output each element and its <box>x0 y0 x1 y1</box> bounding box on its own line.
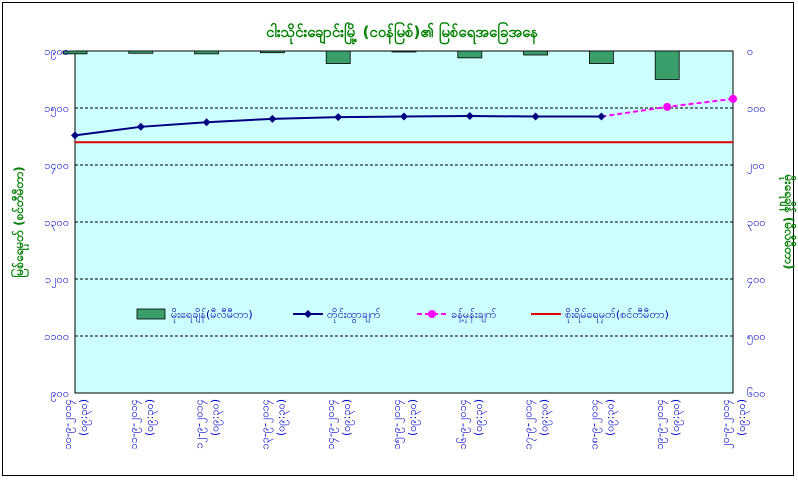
x-tick-date: ၁၆-၉-၂၀၁၄ <box>456 399 471 449</box>
x-tick-time: (၀၉:၃၀) <box>77 399 92 436</box>
legend-label: ခန့်မှန်းချက် <box>451 308 497 323</box>
x-tick-date: ၁၄-၉-၂၀၁၄ <box>324 399 339 449</box>
y-tick-left: ၁၉၀၀ <box>44 45 69 60</box>
measured-point <box>531 112 540 121</box>
x-tick-date: ၁၃-၉-၂၀၁၄ <box>258 399 273 449</box>
chart-frame: ငါးသိုင်းချောင်းမြို့ (ငဝန်မြစ်)၏ မြစ်ရေ… <box>2 2 798 476</box>
measured-point <box>334 113 343 122</box>
x-tick-date: ၁၈-၉-၂၀၁၄ <box>587 399 602 450</box>
rainfall-bar <box>128 50 154 54</box>
legend-label: မိုးရေချိန်(မီလီမီတာ) <box>171 308 253 323</box>
rainfall-bar <box>391 50 417 53</box>
legend-label: စိုးရိမ်ရေမှတ်(စင်တီမီတာ) <box>565 308 669 323</box>
water-level-lines <box>71 94 737 144</box>
rainfall-bar <box>654 50 680 80</box>
x-tick-date: ၁၅-၉-၂၀၁၄ <box>390 399 405 449</box>
rainfall-bars <box>62 50 680 80</box>
measured-point <box>136 122 145 131</box>
forecast-point <box>729 94 737 103</box>
rainfall-bar <box>62 50 88 55</box>
forecast-point <box>663 102 672 111</box>
legend: မိုးရေချိန်(မီလီမီတာ) တိုင်းထွာချက် ခန့်မှ… <box>136 308 669 323</box>
x-tick-date: ၁၇-၉-၂၀၁၄ <box>522 399 537 449</box>
y-tick-left: ၁၅၀၀ <box>44 102 69 117</box>
y-axis-right-label: မိုးရေချိန် (မီလီမီတာ) <box>778 174 798 270</box>
y-tick-right: ၄၀၀ <box>747 273 766 288</box>
measured-point <box>597 112 606 121</box>
x-tick-date: ၁၂-၉-၂၀၁၄ <box>193 399 208 449</box>
y-tick-left: ၁၂၀၀ <box>45 273 69 288</box>
rainfall-bar <box>259 50 285 54</box>
rainfall-bar <box>457 50 483 59</box>
x-tick-date: ၁၁-၉-၂၀၁၄ <box>127 399 142 449</box>
y-tick-right: ၅၀၀ <box>747 330 766 345</box>
x-tick-time: (၀၉:၃၀) <box>143 399 158 436</box>
x-tick-date: ၁၉-၉-၂၀၁၄ <box>653 399 668 449</box>
measured-point <box>400 112 408 121</box>
x-tick-time: (၀၉:၃၀) <box>735 399 750 436</box>
rainfall-bar <box>194 50 220 55</box>
y-tick-left: ၁၃၀၀ <box>44 216 69 231</box>
y-tick-left: ၉၀၀ <box>50 387 69 402</box>
x-tick-time: (၀၉:၃၀) <box>472 399 487 436</box>
x-tick-time: (၀၉:၃၀) <box>274 399 289 436</box>
chart: ငါးသိုင်းချောင်းမြို့ (ငဝန်မြစ်)၏ မြစ်ရေ… <box>9 21 798 450</box>
x-tick-time: (၀၉:၃၀) <box>340 399 355 436</box>
rainfall-bar <box>325 50 351 64</box>
x-tick-time: (၀၉:၃၀) <box>538 399 553 436</box>
y-axis-left-label: မြစ်ရေမှတ် (စင်တီမီတာ) <box>9 166 30 277</box>
y-tick-right: ၁၀၀ <box>747 102 766 115</box>
legend-marker <box>304 310 312 318</box>
x-tick-time: (၀၉:၃၀) <box>406 399 421 436</box>
measured-point <box>465 111 474 120</box>
y-tick-right: ၀ <box>747 45 753 58</box>
legend-swatch <box>136 308 166 320</box>
x-tick-date: ၁၀-၉-၂၀၁၄ <box>61 399 76 449</box>
measured-point <box>268 114 277 123</box>
x-tick-time: (၀၉:၃၀) <box>209 399 224 436</box>
measured-point <box>202 118 211 127</box>
y-tick-right: ၆၀၀ <box>747 387 766 400</box>
y-tick-left: ၁၁၀၀ <box>44 330 69 343</box>
x-tick-date: ၂၀-၉-၂၀၁၄ <box>719 399 734 449</box>
measured-point <box>71 131 79 140</box>
rainfall-bar <box>589 50 614 64</box>
x-tick-time: (၀၉:၃၀) <box>603 399 618 436</box>
rainfall-bar <box>523 50 548 56</box>
chart-title: ငါးသိုင်းချောင်းမြို့ (ငဝန်မြစ်)၏ မြစ်ရေ… <box>266 21 538 45</box>
y-tick-right: ၃၀၀ <box>747 216 766 231</box>
legend-label: တိုင်းထွာချက် <box>327 308 381 323</box>
x-tick-time: (၀၉:၃၀) <box>669 399 684 436</box>
y-tick-left: ၁၄၀၀ <box>44 159 69 174</box>
plot-area <box>74 50 734 394</box>
y-tick-right: ၂၀၀ <box>747 159 765 174</box>
legend-marker <box>428 310 436 318</box>
